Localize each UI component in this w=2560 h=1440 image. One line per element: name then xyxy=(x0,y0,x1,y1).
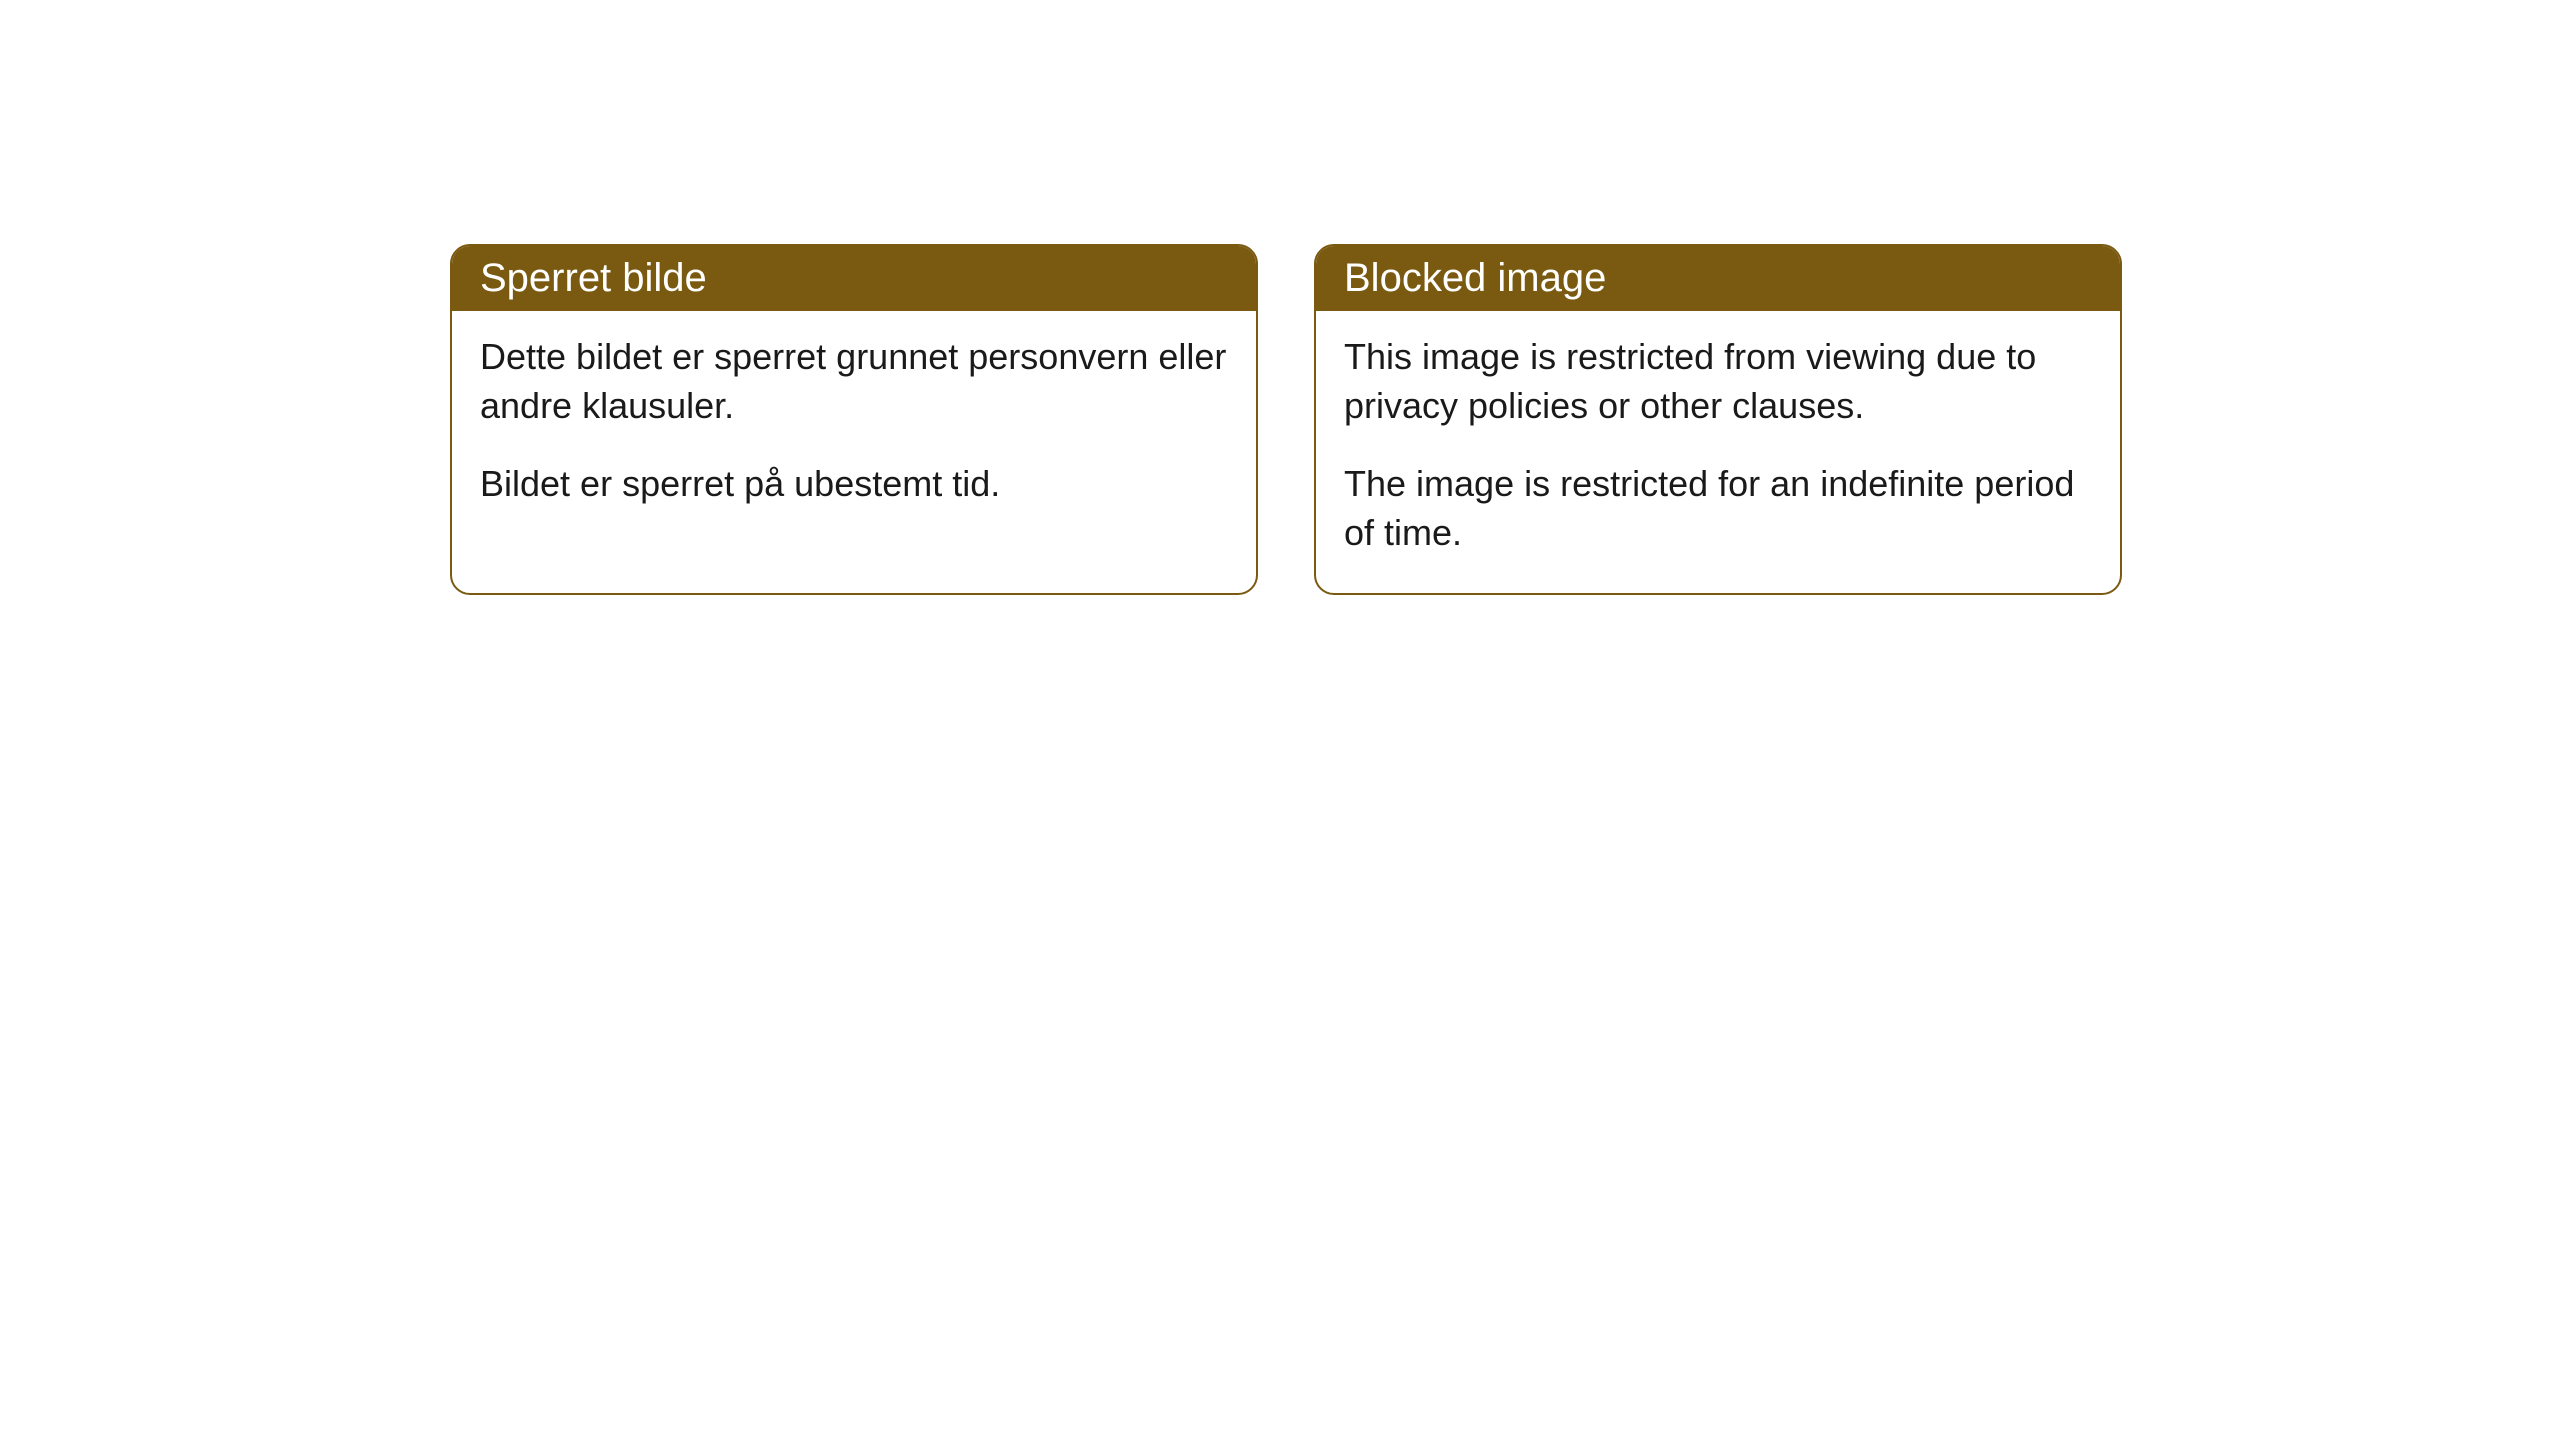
card-paragraph-2: The image is restricted for an indefinit… xyxy=(1344,460,2092,557)
notice-cards-container: Sperret bilde Dette bildet er sperret gr… xyxy=(450,244,2560,595)
card-body-norwegian: Dette bildet er sperret grunnet personve… xyxy=(452,311,1256,545)
notice-card-english: Blocked image This image is restricted f… xyxy=(1314,244,2122,595)
notice-card-norwegian: Sperret bilde Dette bildet er sperret gr… xyxy=(450,244,1258,595)
card-body-english: This image is restricted from viewing du… xyxy=(1316,311,2120,593)
card-paragraph-1: This image is restricted from viewing du… xyxy=(1344,333,2092,430)
card-paragraph-1: Dette bildet er sperret grunnet personve… xyxy=(480,333,1228,430)
card-header-english: Blocked image xyxy=(1316,246,2120,311)
card-header-norwegian: Sperret bilde xyxy=(452,246,1256,311)
card-title: Blocked image xyxy=(1344,256,1606,300)
card-paragraph-2: Bildet er sperret på ubestemt tid. xyxy=(480,460,1228,509)
card-title: Sperret bilde xyxy=(480,256,707,300)
